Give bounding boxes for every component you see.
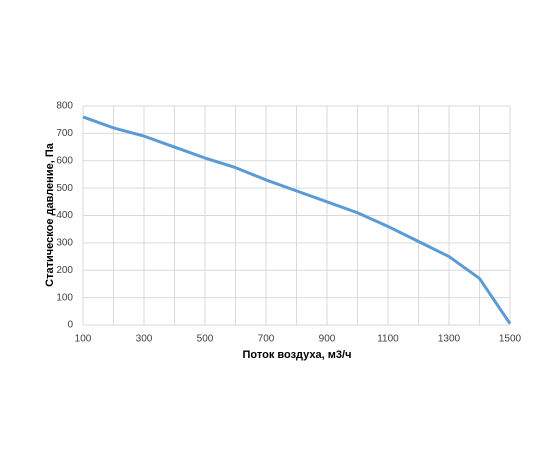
y-tick-label: 200 bbox=[56, 265, 73, 276]
y-tick-label: 700 bbox=[56, 128, 73, 139]
y-tick-label: 500 bbox=[56, 183, 73, 194]
y-axis-title: Статическое давление, Па bbox=[44, 142, 56, 287]
x-tick-label: 1500 bbox=[499, 334, 522, 345]
y-tick-label: 100 bbox=[56, 292, 73, 303]
y-tick-label: 400 bbox=[56, 210, 73, 221]
x-tick-label: 1300 bbox=[438, 334, 461, 345]
y-tick-label: 0 bbox=[67, 320, 73, 331]
data-line bbox=[82, 115, 512, 325]
y-tick-label: 600 bbox=[56, 155, 73, 166]
y-tick-label: 800 bbox=[56, 101, 73, 112]
x-tick-label: 300 bbox=[136, 334, 153, 345]
x-tick-label: 900 bbox=[319, 334, 336, 345]
y-tick-label: 300 bbox=[56, 238, 73, 249]
x-tick-label: 100 bbox=[75, 334, 92, 345]
x-tick-label: 1100 bbox=[377, 334, 399, 345]
x-tick-label: 700 bbox=[258, 334, 275, 345]
x-axis-title: Поток воздуха, м3/ч bbox=[243, 349, 352, 361]
x-tick-label: 500 bbox=[197, 334, 214, 345]
